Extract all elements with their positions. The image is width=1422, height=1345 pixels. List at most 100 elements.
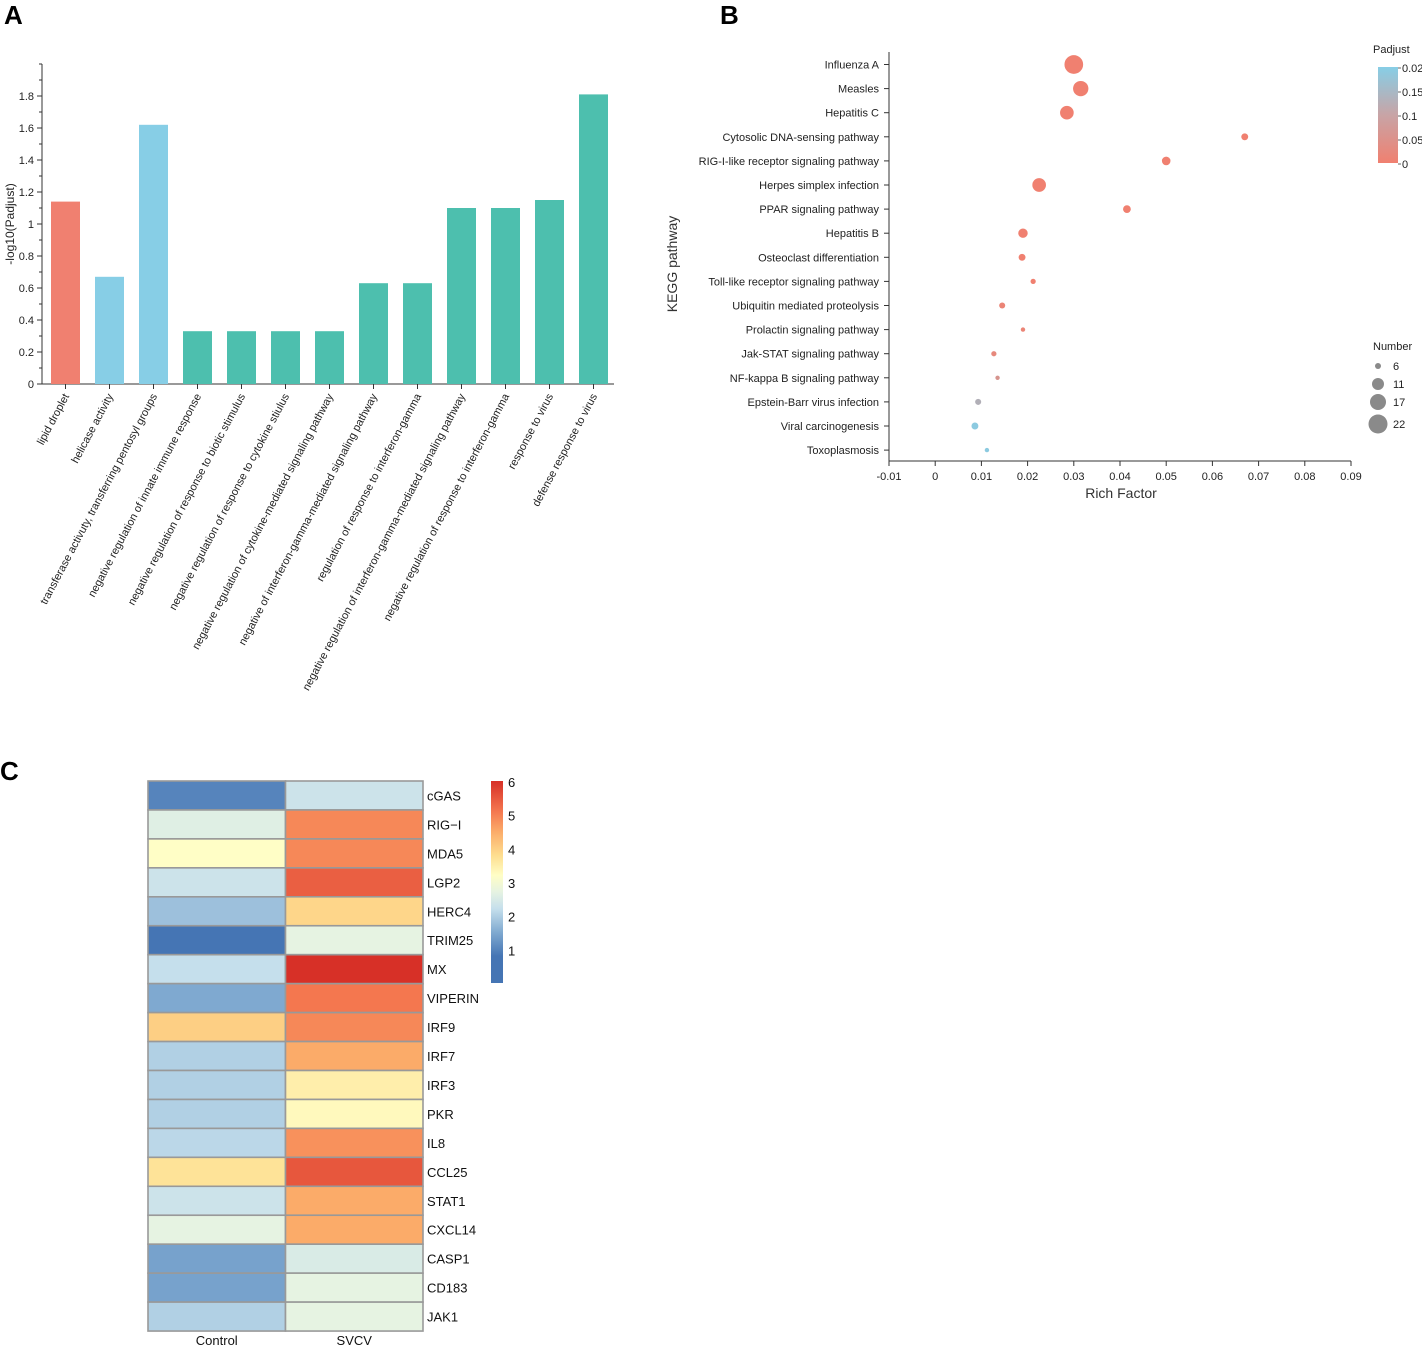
heatmap-cell	[284, 1011, 424, 1043]
bubble-point	[1064, 55, 1084, 74]
heatmap-cell	[284, 1040, 424, 1072]
size-legend-label: 22	[1393, 419, 1405, 431]
heatmap-colorbar-label: 3	[508, 876, 515, 891]
heatmap-row-label: PKR	[427, 1107, 454, 1122]
bubble-point	[1020, 327, 1026, 332]
heatmap-cell	[284, 1127, 424, 1159]
heatmap-cell	[147, 867, 287, 898]
heatmap-cell	[284, 1069, 424, 1101]
size-legend-label: 17	[1393, 397, 1405, 409]
x-tick-label: 0.04	[1109, 471, 1130, 483]
heatmap-cell	[284, 1156, 424, 1188]
color-legend-label: 0	[1402, 159, 1408, 171]
heatmap-cell	[147, 838, 287, 869]
y-tick-label: Jak-STAT signaling pathway	[741, 349, 879, 361]
bar	[491, 208, 520, 384]
y-tick-label: Influenza A	[825, 60, 880, 72]
size-legend-label: 6	[1393, 361, 1399, 373]
bar	[315, 331, 344, 384]
bubble-point	[1030, 278, 1036, 285]
y-tick-label: Toll-like receptor signaling pathway	[708, 276, 879, 288]
x-tick-label: response to virus	[506, 391, 556, 471]
bar	[535, 200, 564, 384]
heatmap-colorbar-label: 6	[508, 775, 515, 790]
heatmap-cell	[147, 982, 287, 1014]
size-legend-title: Number	[1373, 341, 1412, 353]
panel-label-a: A	[4, 0, 23, 30]
color-legend-label: 0.1	[1402, 111, 1417, 123]
y-tick-label: Hepatitis B	[826, 228, 879, 240]
x-tick-label: -0.01	[876, 471, 901, 483]
y-tick-label: Measles	[838, 84, 879, 96]
x-tick-label: lipid droplet	[35, 392, 72, 447]
heatmap-colorbar-label: 2	[508, 910, 515, 925]
heatmap-cell	[284, 809, 424, 840]
heatmap-colorbar-label: 5	[508, 809, 515, 824]
bubble-point	[1073, 80, 1089, 97]
y-axis-title: KEGG pathway	[664, 216, 680, 313]
size-legend-bubble	[1368, 414, 1388, 434]
heatmap-cell	[147, 1185, 287, 1217]
heatmap-cell	[147, 809, 287, 840]
bubble-point	[1060, 105, 1074, 120]
heatmap-row-label: MX	[427, 962, 447, 977]
bar	[271, 331, 300, 384]
heatmap-cell	[284, 1243, 424, 1274]
size-legend-bubble	[1375, 363, 1381, 369]
heatmap-row-label: CD183	[427, 1281, 467, 1296]
heatmap-cell	[147, 1069, 287, 1101]
heatmap-row-label: LGP2	[427, 875, 460, 890]
y-axis-title: -log10(Padjust)	[3, 183, 17, 264]
bubble-point	[1018, 228, 1028, 238]
heatmap-cell	[284, 1214, 424, 1246]
y-tick-label: 0.6	[19, 283, 34, 295]
x-tick-label: 0.06	[1202, 471, 1223, 483]
x-axis-title: Rich Factor	[1085, 485, 1157, 501]
bubble-point	[999, 302, 1006, 309]
x-tick-label: 0.07	[1248, 471, 1269, 483]
heatmap-row-label: IRF9	[427, 1020, 455, 1035]
heatmap-row-label: cGAS	[427, 788, 461, 803]
heatmap-cell	[147, 1011, 287, 1043]
heatmap-gene-expression: cGAS RIG−I MDA5 LGP2 HERC4 TRIM25 MX VIPERIN IRF…	[147, 775, 515, 1345]
y-tick-label: Cytosolic DNA-sensing pathway	[722, 132, 879, 144]
bar	[359, 283, 388, 384]
heatmap-cell	[284, 1272, 424, 1303]
y-tick-label: NF-kappa B signaling pathway	[730, 373, 880, 385]
heatmap-cell	[147, 953, 287, 985]
y-tick-label: Ubiquitin mediated proteolysis	[732, 301, 879, 313]
y-tick-label: Viral carcinogenesis	[781, 421, 880, 433]
heatmap-cell	[147, 1040, 287, 1072]
x-tick-label: 0.02	[1017, 471, 1038, 483]
heatmap-cell	[284, 1098, 424, 1130]
size-legend-label: 11	[1393, 379, 1404, 391]
bar	[403, 283, 432, 384]
heatmap-row-label: IL8	[427, 1136, 445, 1151]
heatmap-colorbar	[491, 781, 503, 983]
y-tick-label: Hepatitis C	[825, 108, 879, 120]
heatmap-row-label: CXCL14	[427, 1223, 476, 1238]
heatmap-cell	[284, 838, 424, 869]
x-tick-label: 0.01	[971, 471, 992, 483]
color-legend-label: 0.02	[1402, 63, 1422, 75]
bubble-point	[1241, 133, 1249, 141]
bubble-point	[995, 375, 1000, 380]
x-tick-label: 0.03	[1063, 471, 1084, 483]
heatmap-cell	[284, 780, 424, 811]
bubble-point	[975, 398, 982, 405]
heatmap-cell	[147, 895, 287, 927]
y-tick-label: 0.8	[19, 251, 34, 263]
heatmap-column-label: Control	[196, 1333, 238, 1345]
bubble-point	[991, 351, 997, 357]
heatmap-cell	[147, 1243, 287, 1274]
bar	[51, 201, 80, 384]
y-tick-label: 1	[28, 219, 34, 231]
heatmap-row-label: CASP1	[427, 1252, 470, 1267]
heatmap-row-label: JAK1	[427, 1310, 458, 1325]
y-tick-label: 0	[28, 379, 34, 391]
size-legend-bubble	[1370, 394, 1386, 410]
heatmap-cell	[284, 924, 424, 956]
heatmap-cell	[147, 924, 287, 956]
heatmap-cell	[284, 867, 424, 898]
x-tick-label: helicase activity	[69, 391, 116, 465]
